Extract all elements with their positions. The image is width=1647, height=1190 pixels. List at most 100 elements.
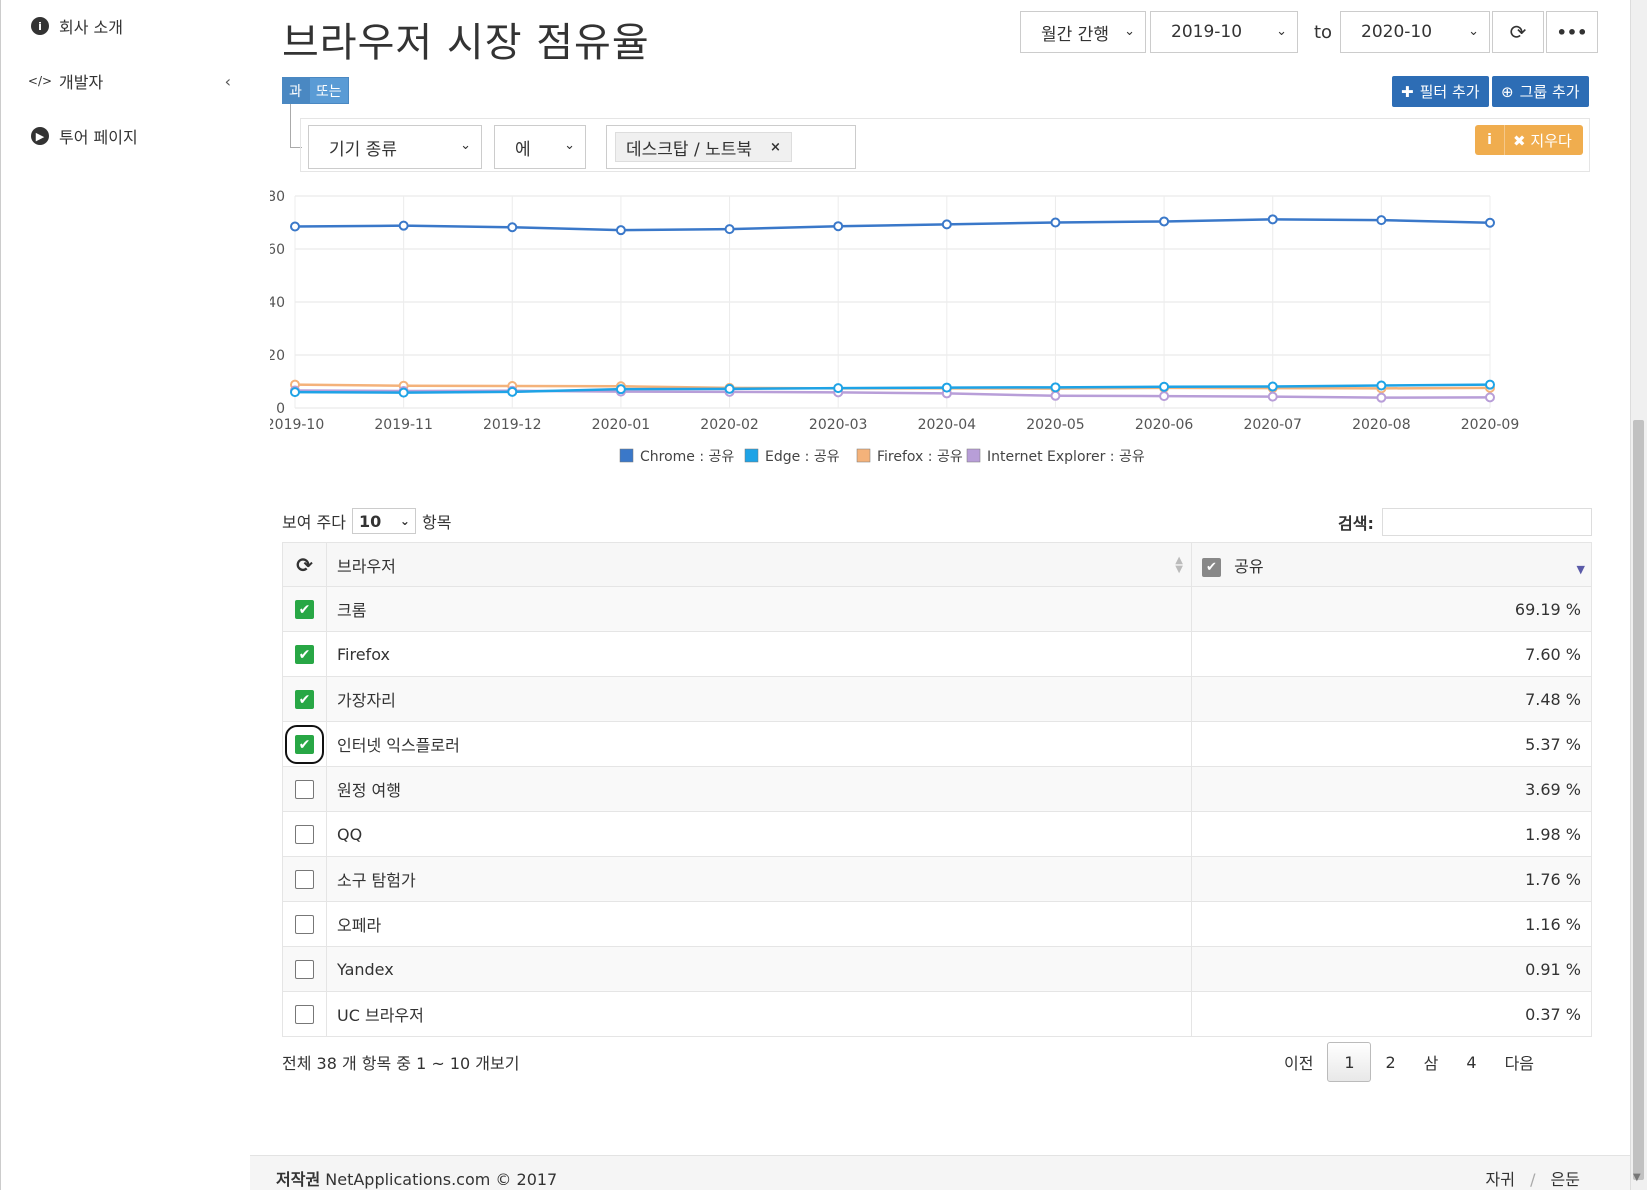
x-tick-label: 2020-05	[1026, 417, 1085, 433]
row-checkbox-cell[interactable]	[282, 856, 327, 902]
date-to-select[interactable]: 2020-10 ⌄	[1340, 11, 1490, 53]
add-filter-button[interactable]: ✚ 필터 추가	[1392, 76, 1489, 107]
browser-name-cell: 가장자리	[326, 676, 1192, 722]
row-checkbox-cell[interactable]	[282, 811, 327, 857]
or-toggle[interactable]: 또는	[308, 77, 349, 104]
plus-icon: ✚	[1401, 82, 1414, 101]
row-checkbox[interactable]	[295, 825, 314, 844]
browser-name-cell: UC 브라우저	[326, 991, 1192, 1037]
filter-tag-label: 데스크탑 / 노트북	[626, 139, 753, 160]
sidebar-item-tour[interactable]: ▶ 투어 페이지	[31, 116, 231, 156]
table-row[interactable]: 오페라 1.16 %	[282, 901, 1592, 947]
pagination-page-3[interactable]: 삼	[1423, 1054, 1439, 1073]
page-title: 브라우저 시장 점유율	[282, 20, 650, 66]
table-row[interactable]: ✔ 인터넷 익스플로러 5.37 %	[282, 721, 1592, 767]
table-row[interactable]: 소구 탐험가 1.76 %	[282, 856, 1592, 902]
data-point	[941, 219, 952, 230]
row-checkbox-cell[interactable]: ✔	[282, 721, 327, 767]
data-point	[833, 221, 844, 232]
x-tick-label: 2020-01	[592, 417, 651, 433]
data-point	[724, 224, 735, 235]
legend-label: Firefox : 공유	[877, 449, 963, 465]
page-size-select[interactable]: 10 ⌄	[351, 508, 416, 534]
data-point	[1376, 215, 1387, 226]
data-point	[1050, 390, 1061, 401]
table-row[interactable]: ✔ Firefox 7.60 %	[282, 631, 1592, 677]
more-button[interactable]: •••	[1546, 11, 1598, 53]
footer-link-2[interactable]: 은둔	[1550, 1170, 1580, 1189]
row-checkbox-cell[interactable]	[282, 766, 327, 812]
pagination-page-2[interactable]: 2	[1385, 1052, 1396, 1072]
add-group-button[interactable]: ⊕ 그룹 추가	[1492, 76, 1589, 107]
row-checkbox-cell[interactable]: ✔	[282, 676, 327, 722]
row-checkbox[interactable]: ✔	[285, 725, 324, 764]
table-row[interactable]: ✔ 크롬 69.19 %	[282, 586, 1592, 632]
sidebar-item-developers[interactable]: </> 개발자 ‹	[28, 61, 231, 101]
legend-swatch	[856, 448, 871, 463]
scroll-down-icon[interactable]: ▼	[1633, 1172, 1641, 1183]
footer-link-1[interactable]: 자귀	[1485, 1170, 1515, 1189]
chevron-down-icon: ⌄	[399, 514, 410, 528]
table-row[interactable]: QQ 1.98 %	[282, 811, 1592, 857]
table-row[interactable]: 원정 여행 3.69 %	[282, 766, 1592, 812]
footer-links: 자귀 / 은둔	[1486, 1166, 1580, 1190]
sidebar-item-about[interactable]: i 회사 소개	[31, 6, 231, 46]
share-column-header[interactable]: ✔ 공유 ▼	[1191, 542, 1592, 587]
and-or-toggle: 과 또는	[282, 77, 349, 104]
row-checkbox-cell[interactable]	[282, 991, 327, 1037]
row-checkbox-cell[interactable]	[282, 901, 327, 947]
x-tick-label: 2019-11	[374, 417, 433, 433]
data-point	[1050, 217, 1061, 228]
chevron-down-icon: ⌄	[564, 138, 575, 153]
add-group-label: 그룹 추가	[1519, 83, 1580, 101]
main-area: 브라우저 시장 점유율 월간 간행 ⌄ 2019-10 ⌄ to 2020-10…	[250, 0, 1630, 1190]
row-checkbox[interactable]	[295, 870, 314, 889]
row-checkbox[interactable]: ✔	[295, 645, 314, 664]
data-point	[398, 387, 409, 398]
search-label: 검색:	[1338, 514, 1374, 533]
filter-value-input[interactable]: 데스크탑 / 노트북 ×	[606, 125, 856, 169]
share-cell: 1.98 %	[1191, 811, 1592, 857]
x-tick-label: 2020-08	[1352, 417, 1411, 433]
filter-field-select[interactable]: 기기 종류 ⌄	[308, 125, 482, 169]
chevron-left-icon[interactable]: ‹	[224, 71, 231, 91]
close-icon[interactable]: ×	[770, 139, 781, 155]
pagination-prev[interactable]: 이전	[1284, 1054, 1314, 1073]
row-checkbox-cell[interactable]: ✔	[282, 631, 327, 677]
table-row[interactable]: ✔ 가장자리 7.48 %	[282, 676, 1592, 722]
row-checkbox[interactable]	[295, 960, 314, 979]
page-length-control: 보여 주다 10 ⌄ 항목	[282, 508, 451, 534]
pagination-next[interactable]: 다음	[1504, 1054, 1535, 1073]
browser-name-cell: Yandex	[326, 946, 1192, 992]
row-checkbox-cell[interactable]	[282, 946, 327, 992]
date-from-select[interactable]: 2019-10 ⌄	[1150, 11, 1298, 53]
row-checkbox[interactable]	[295, 1005, 314, 1024]
scrollbar-thumb[interactable]	[1633, 420, 1644, 1180]
legend-swatch	[966, 448, 981, 463]
row-checkbox-cell[interactable]: ✔	[282, 586, 327, 632]
row-checkbox[interactable]	[295, 780, 314, 799]
and-toggle[interactable]: 과	[282, 77, 309, 104]
row-checkbox[interactable]	[295, 915, 314, 934]
filter-operator-select[interactable]: 에 ⌄	[494, 125, 586, 169]
interval-select[interactable]: 월간 간행 ⌄	[1020, 11, 1146, 53]
refresh-button[interactable]: ⟳	[1492, 11, 1544, 53]
search-input[interactable]	[1381, 508, 1592, 536]
share-cell: 0.37 %	[1191, 991, 1592, 1037]
data-point	[1050, 382, 1061, 393]
table-row[interactable]: UC 브라우저 0.37 %	[282, 991, 1592, 1037]
row-checkbox[interactable]: ✔	[295, 600, 314, 619]
pagination-page-4[interactable]: 4	[1466, 1052, 1477, 1072]
show-prefix: 보여 주다	[282, 513, 346, 532]
pagination-page-1[interactable]: 1	[1327, 1042, 1372, 1082]
reset-selection-header[interactable]: ⟳	[282, 542, 327, 587]
clear-label: ✖ 지우다	[1505, 130, 1572, 151]
row-checkbox[interactable]: ✔	[295, 690, 314, 709]
sidebar: i 회사 소개 </> 개발자 ‹ ▶ 투어 페이지	[0, 0, 250, 1190]
chevron-down-icon: ⌄	[460, 138, 471, 153]
clear-button[interactable]: i ✖ 지우다	[1475, 125, 1583, 155]
browser-column-header[interactable]: 브라우저 ▲ ▼	[326, 542, 1192, 587]
play-icon: ▶	[31, 127, 49, 145]
copyright: 저작권 NetApplications.com © 2017	[276, 1166, 557, 1190]
table-row[interactable]: Yandex 0.91 %	[282, 946, 1592, 992]
